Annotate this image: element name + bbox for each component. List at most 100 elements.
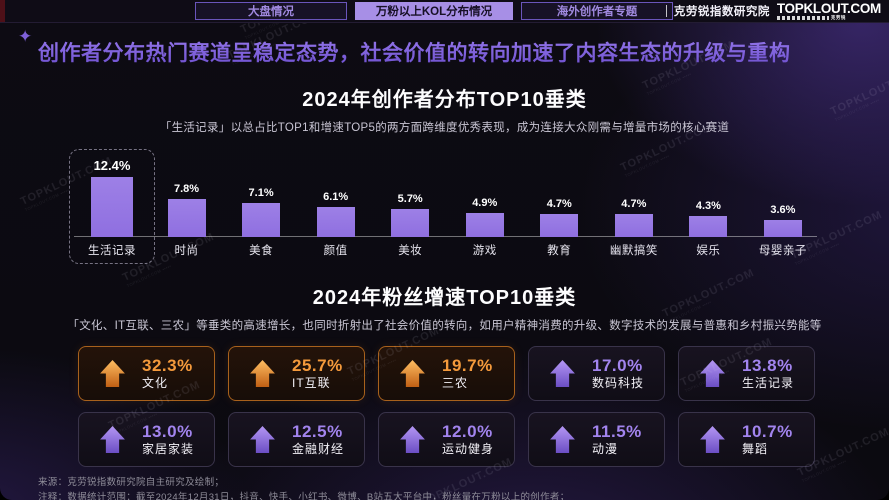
arrow-up-icon bbox=[250, 426, 275, 453]
arrow-up-icon bbox=[550, 360, 575, 387]
growth-label: 三农 bbox=[442, 375, 469, 390]
arrow-up-icon bbox=[700, 426, 725, 453]
bar bbox=[763, 220, 802, 237]
growth-value: 13.0% bbox=[142, 422, 193, 442]
bar-value: 5.7% bbox=[397, 193, 423, 205]
growth-label: IT互联 bbox=[292, 375, 331, 390]
bar-value: 6.1% bbox=[323, 191, 349, 203]
bar-label: 游戏 bbox=[472, 245, 497, 257]
topklout-logo: TOPKLOUT.COM 克劳锐 bbox=[776, 1, 881, 21]
bar-column: 3.6% 母婴亲子 bbox=[751, 204, 815, 263]
nav-tabs: 大盘情况 万粉以上KOL分布情况 海外创作者专题 bbox=[195, 2, 673, 20]
bar-column: 4.7% 教育 bbox=[527, 198, 591, 263]
arrow-up-icon bbox=[400, 360, 425, 387]
growth-label: 动漫 bbox=[592, 441, 619, 456]
growth-label: 运动健身 bbox=[442, 441, 495, 456]
bar-value: 7.1% bbox=[248, 187, 274, 199]
logo-tagline-ticks bbox=[776, 16, 829, 21]
bar-label: 教育 bbox=[547, 245, 572, 257]
bar-column: 4.7% 幽默搞笑 bbox=[602, 198, 666, 263]
bar-value: 12.4% bbox=[93, 158, 131, 173]
top-nav-bar: 大盘情况 万粉以上KOL分布情况 海外创作者专题 克劳锐指数研究院 TOPKLO… bbox=[0, 0, 889, 23]
arrow-up-icon bbox=[100, 360, 125, 387]
bar bbox=[540, 214, 579, 237]
tab-overview[interactable]: 大盘情况 bbox=[195, 2, 347, 20]
growth-card: 17.0% 数码科技 bbox=[528, 346, 665, 401]
arrow-up-icon bbox=[550, 426, 575, 453]
growth-label: 生活记录 bbox=[742, 375, 795, 390]
bar bbox=[316, 207, 355, 237]
institute-name: 克劳锐指数研究院 bbox=[673, 6, 770, 18]
accent-strip bbox=[0, 0, 5, 22]
bar bbox=[614, 214, 653, 237]
logo-tagline: 克劳锐 bbox=[776, 15, 846, 21]
bar-value: 4.3% bbox=[695, 200, 721, 212]
bar-label: 美食 bbox=[249, 245, 274, 257]
distribution-section-title: 2024年创作者分布TOP10垂类 bbox=[302, 89, 587, 111]
growth-label: 舞蹈 bbox=[742, 441, 769, 456]
bar-label: 颜值 bbox=[323, 245, 348, 257]
bar-label: 母婴亲子 bbox=[758, 245, 807, 257]
bar-label: 娱乐 bbox=[696, 245, 721, 257]
tab-kol-distribution[interactable]: 万粉以上KOL分布情况 bbox=[355, 2, 513, 20]
sparkle-icon: ✦ bbox=[18, 27, 33, 46]
distribution-bar-chart: 12.4% 生活记录 7.8% 时尚 7.1% 美食 6.1% 颜值 5.7% 美妆 4.9% 游戏 4… bbox=[69, 149, 817, 264]
growth-card: 32.3% 文化 bbox=[78, 346, 215, 401]
bar-label: 生活记录 bbox=[88, 245, 136, 257]
growth-value: 11.5% bbox=[592, 422, 642, 442]
page-header: ✦ 创作者分布热门赛道呈稳定态势，社会价值的转向加速了内容生态的升级与重构 bbox=[18, 27, 859, 67]
growth-card: 12.5% 金融财经 bbox=[228, 412, 365, 467]
bar-column: 4.9% 游戏 bbox=[453, 197, 517, 263]
bar bbox=[242, 203, 281, 237]
bar-value: 7.8% bbox=[174, 183, 200, 195]
growth-value: 17.0% bbox=[592, 356, 643, 376]
growth-card: 10.7% 舞蹈 bbox=[678, 412, 815, 467]
growth-label: 金融财经 bbox=[292, 441, 345, 456]
bar-value: 3.6% bbox=[770, 204, 796, 216]
bar-value: 4.7% bbox=[621, 198, 647, 210]
arrow-up-icon bbox=[700, 360, 725, 387]
growth-value: 13.8% bbox=[742, 356, 793, 376]
logo-badge: 克劳锐 bbox=[830, 15, 846, 20]
bar bbox=[91, 177, 133, 237]
tab-overseas-creators[interactable]: 海外创作者专题 bbox=[521, 2, 673, 20]
bar-value: 4.7% bbox=[546, 198, 572, 210]
growth-value: 10.7% bbox=[742, 422, 793, 442]
bar-column: 5.7% 美妆 bbox=[378, 193, 442, 263]
growth-label: 文化 bbox=[142, 375, 169, 390]
brand-divider bbox=[665, 5, 667, 17]
bar-column: 6.1% 颜值 bbox=[304, 191, 368, 263]
bar-label: 美妆 bbox=[398, 245, 423, 257]
growth-card: 25.7% IT互联 bbox=[228, 346, 365, 401]
growth-card-grid: 32.3% 文化 25.7% IT互联 19.7% 三农 17.0% 数码科技 13.8% 生活记… bbox=[78, 346, 815, 467]
bar-column: 4.3% 娱乐 bbox=[676, 200, 740, 263]
bar-column: 7.8% 时尚 bbox=[155, 183, 219, 263]
bar bbox=[689, 216, 728, 237]
arrow-up-icon bbox=[250, 360, 275, 387]
growth-value: 12.5% bbox=[292, 422, 343, 442]
growth-value: 12.0% bbox=[442, 422, 493, 442]
bar-label: 时尚 bbox=[174, 245, 199, 257]
growth-label: 数码科技 bbox=[592, 375, 645, 390]
chart-baseline bbox=[74, 236, 817, 237]
growth-value: 32.3% bbox=[142, 356, 193, 376]
growth-card: 13.8% 生活记录 bbox=[678, 346, 815, 401]
bar-label: 幽默搞笑 bbox=[609, 245, 658, 257]
growth-section-subtitle: 「文化、IT互联、三农」等垂类的高速增长，也同时折射出了社会价值的转向，如用户精… bbox=[67, 320, 822, 332]
bar-column: 12.4% 生活记录 bbox=[69, 149, 155, 264]
brand-block: 克劳锐指数研究院 TOPKLOUT.COM 克劳锐 bbox=[665, 0, 881, 22]
footer-note: 注释：数据统计范围：截至2024年12月31日，抖音、快手、小红书、微博、B站五… bbox=[38, 491, 570, 500]
growth-section-title: 2024年粉丝增速TOP10垂类 bbox=[312, 287, 577, 309]
footer-notes: 来源：克劳锐指数研究院自主研究及绘制； 注释：数据统计范围：截至2024年12月… bbox=[38, 476, 889, 500]
growth-value: 25.7% bbox=[292, 356, 343, 376]
growth-card: 12.0% 运动健身 bbox=[378, 412, 515, 467]
growth-value: 19.7% bbox=[442, 356, 493, 376]
bar-value: 4.9% bbox=[472, 197, 498, 209]
distribution-section-subtitle: 「生活记录」以总占比TOP1和增速TOP5的两方面跨维度优秀表现，成为连接大众刚… bbox=[159, 122, 730, 134]
page-title: 创作者分布热门赛道呈稳定态势，社会价值的转向加速了内容生态的升级与重构 bbox=[38, 37, 859, 67]
arrow-up-icon bbox=[400, 426, 425, 453]
bar bbox=[391, 209, 430, 237]
bar bbox=[465, 213, 504, 237]
arrow-up-icon bbox=[100, 426, 125, 453]
